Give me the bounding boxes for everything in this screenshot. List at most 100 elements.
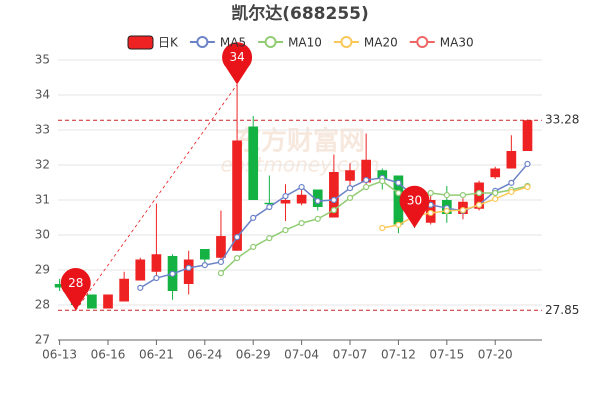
annotation-label: 30 xyxy=(407,194,422,208)
legend-icon xyxy=(196,36,209,48)
candle-body xyxy=(329,172,339,218)
trend-line xyxy=(75,84,238,311)
candle-body xyxy=(135,259,146,281)
candle-body xyxy=(264,202,275,205)
x-tick-label: 06-29 xyxy=(236,348,271,362)
ma-point xyxy=(233,234,241,241)
y-tick-label: 34 xyxy=(35,88,50,102)
ma-point xyxy=(459,192,467,199)
ma-point xyxy=(298,220,305,227)
annotation-pin xyxy=(60,268,91,311)
candle-body xyxy=(393,175,404,225)
x-tick-label: 07-12 xyxy=(381,348,416,362)
candle-body xyxy=(199,249,210,260)
x-tick-label: 06-13 xyxy=(42,348,77,362)
legend-label: 日K xyxy=(158,36,179,50)
legend-item: MA10 xyxy=(258,36,322,50)
ma-point xyxy=(266,203,273,211)
ma-point xyxy=(250,214,257,221)
candle-body xyxy=(377,170,388,179)
y-tick-label: 29 xyxy=(35,263,50,277)
candle-body xyxy=(183,259,194,284)
x-tick-label: 07-20 xyxy=(478,348,513,362)
ma-point xyxy=(250,243,257,250)
x-tick-label: 06-16 xyxy=(91,348,126,362)
ma-point xyxy=(459,207,467,214)
mark-line-label: 27.85 xyxy=(545,303,579,317)
ma-point xyxy=(427,189,434,197)
legend-icon xyxy=(264,36,277,48)
candle-body xyxy=(345,170,355,181)
legend-label: MA20 xyxy=(364,36,398,50)
ma-point xyxy=(443,192,450,199)
ma-point xyxy=(475,201,483,208)
candle-body xyxy=(103,294,113,309)
ma-point xyxy=(266,235,273,242)
ma-point xyxy=(363,183,370,191)
legend-icon xyxy=(340,36,353,48)
candle-body xyxy=(216,236,226,258)
candle-body xyxy=(248,126,259,200)
legend-item: MA20 xyxy=(333,36,398,50)
annotation-label: 34 xyxy=(229,50,244,64)
ma-point xyxy=(363,176,370,184)
annotation-label: 28 xyxy=(68,276,83,290)
ma-point xyxy=(395,179,402,186)
y-tick-label: 35 xyxy=(35,53,50,67)
candle-body xyxy=(490,168,501,178)
ma-point xyxy=(508,188,515,196)
ma-point xyxy=(508,179,515,186)
ma-point xyxy=(185,264,192,271)
y-tick-label: 33 xyxy=(35,123,50,137)
ma-point xyxy=(233,255,241,262)
ma-point xyxy=(217,258,225,266)
ma-point xyxy=(524,183,531,191)
candle-body xyxy=(506,151,517,169)
ma-point xyxy=(379,224,386,232)
ma-point xyxy=(427,209,434,217)
candle-body xyxy=(361,159,371,183)
y-tick-label: 32 xyxy=(35,158,50,172)
candle-body xyxy=(522,120,533,151)
ma-point xyxy=(330,196,337,204)
ma-point xyxy=(217,270,225,277)
ma-point xyxy=(492,195,499,203)
ma-point xyxy=(395,221,402,228)
legend-label: MA5 xyxy=(220,36,246,50)
ma-line xyxy=(382,186,528,229)
legend-icon xyxy=(127,35,154,50)
y-tick-label: 31 xyxy=(35,193,50,207)
ma-point xyxy=(314,215,321,222)
candle-body xyxy=(54,284,65,288)
legend-item: MA30 xyxy=(409,36,474,50)
annotation-pin xyxy=(222,42,253,85)
x-tick-label: 07-04 xyxy=(284,348,319,362)
ma-point xyxy=(201,262,208,269)
mark-line-label: 33.28 xyxy=(545,113,579,127)
ma-point xyxy=(282,227,289,234)
chart-title: 凯尔达(688255) xyxy=(231,3,369,24)
ma-point xyxy=(475,189,483,197)
ma-point xyxy=(169,270,176,277)
candle-body xyxy=(296,194,307,204)
candle-body xyxy=(87,294,97,309)
ma-point xyxy=(298,183,305,191)
x-tick-label: 07-07 xyxy=(333,348,368,362)
x-tick-label: 06-24 xyxy=(187,348,222,362)
ma-point xyxy=(346,185,354,192)
ma-point xyxy=(492,189,499,197)
x-tick-label: 06-21 xyxy=(139,348,174,362)
legend-icon xyxy=(416,36,429,48)
x-tick-label: 07-15 xyxy=(429,348,464,362)
ma-point xyxy=(137,284,144,291)
ma-point xyxy=(395,189,402,197)
annotation-pin xyxy=(399,185,430,228)
legend-item: 日K xyxy=(127,35,179,50)
candle-body xyxy=(151,254,162,272)
y-tick-label: 30 xyxy=(35,228,50,242)
ma-point xyxy=(379,178,386,185)
ma-point xyxy=(443,207,450,214)
ma-point xyxy=(153,274,160,282)
ma-point xyxy=(330,207,337,214)
